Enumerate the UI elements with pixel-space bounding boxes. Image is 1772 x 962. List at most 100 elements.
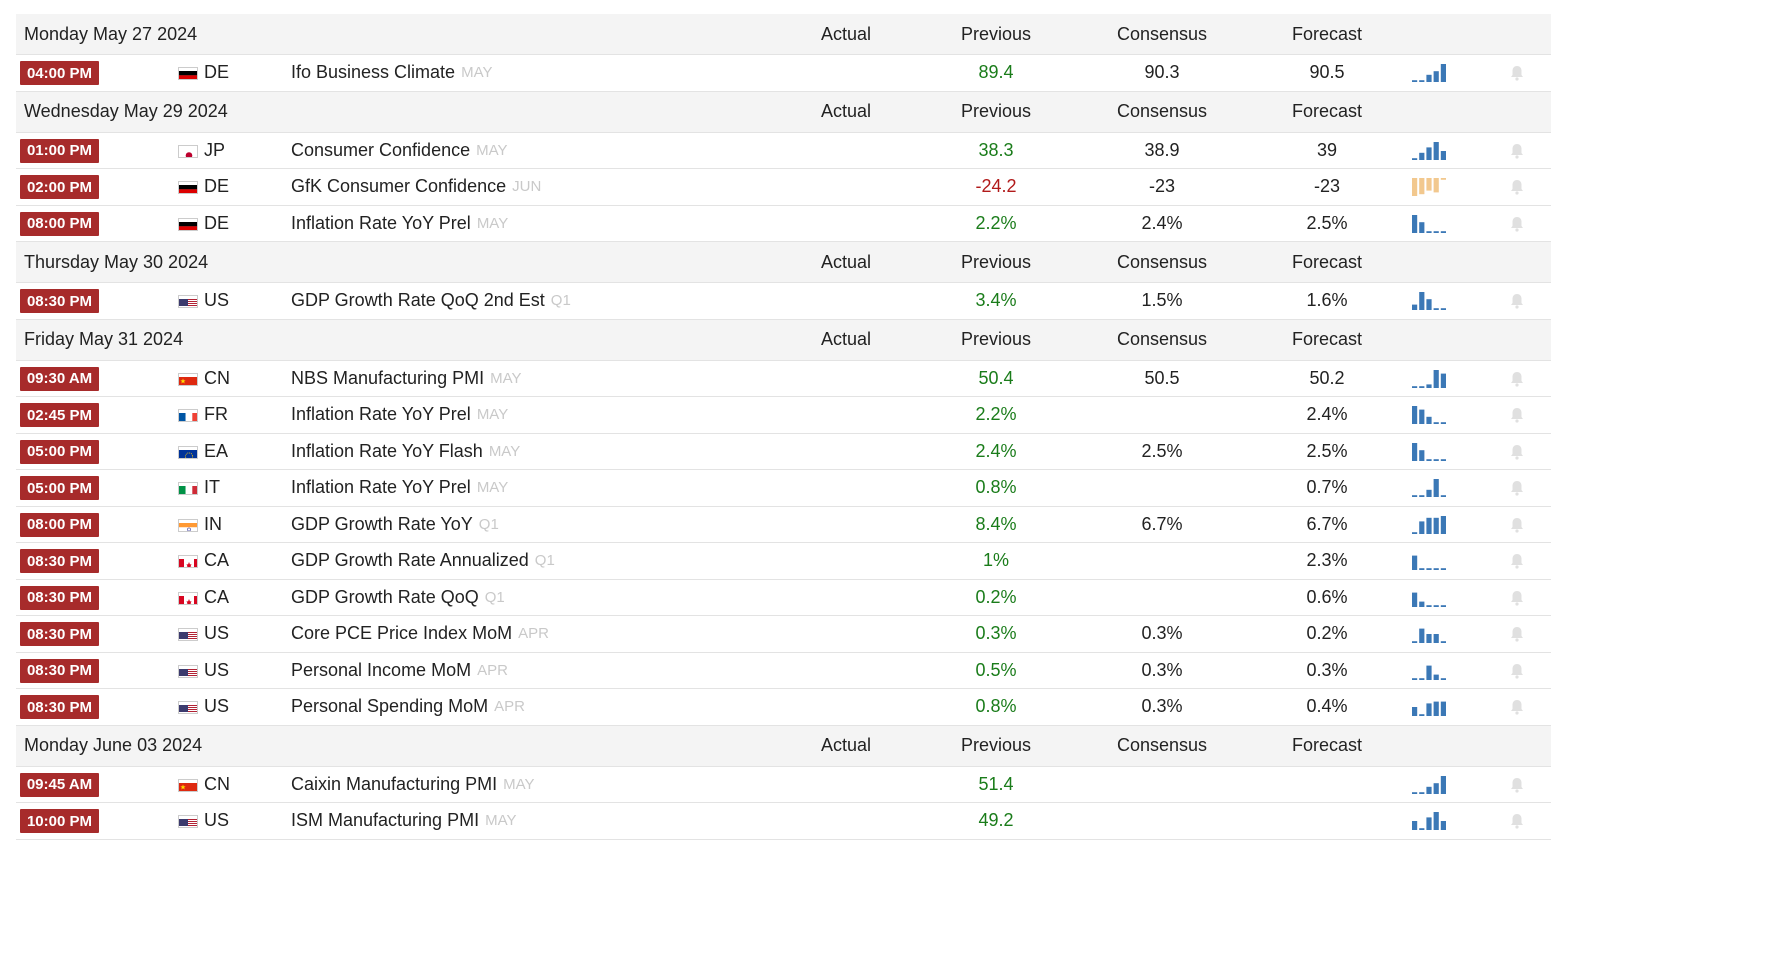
bell-icon[interactable] xyxy=(1508,812,1526,830)
event-time-badge[interactable]: 08:00 PM xyxy=(20,211,99,236)
bell-icon[interactable] xyxy=(1508,625,1526,643)
country-code[interactable]: CN xyxy=(204,773,230,794)
event-name-link[interactable]: Inflation Rate YoY Prel MAY xyxy=(291,206,508,242)
sparkline-chart-icon[interactable] xyxy=(1412,588,1448,608)
bell-icon[interactable] xyxy=(1508,662,1526,680)
event-time-badge[interactable]: 02:45 PM xyxy=(20,403,99,427)
event-row[interactable]: 05:00 PM EA Inflation Rate YoY Flash MAY 2.4… xyxy=(16,433,1551,470)
bell-icon[interactable] xyxy=(1508,215,1526,233)
sparkline-chart-icon[interactable] xyxy=(1412,775,1448,795)
country-code[interactable]: US xyxy=(204,290,230,311)
bell-icon[interactable] xyxy=(1508,370,1526,388)
country-code[interactable]: IT xyxy=(204,477,220,498)
country-code[interactable]: US xyxy=(204,659,230,680)
event-name-link[interactable]: GDP Growth Rate QoQ 2nd Est Q1 xyxy=(291,283,571,319)
event-time-badge[interactable]: 09:30 AM xyxy=(20,366,99,391)
country-code[interactable]: DE xyxy=(204,176,230,197)
country-code[interactable]: DE xyxy=(204,62,230,83)
event-name-link[interactable]: NBS Manufacturing PMI MAY xyxy=(291,361,521,397)
sparkline-chart-icon[interactable] xyxy=(1412,515,1448,535)
event-name[interactable]: GDP Growth Rate YoY xyxy=(291,513,473,534)
event-row[interactable]: 08:30 PM CA GDP Growth Rate Annualized Q1 1%… xyxy=(16,543,1551,580)
event-name[interactable]: GfK Consumer Confidence xyxy=(291,176,507,197)
event-row[interactable]: 08:30 PM US Personal Income MoM APR 0.5% 0.3%… xyxy=(16,652,1551,689)
event-name-link[interactable]: Inflation Rate YoY Prel MAY xyxy=(291,397,508,433)
event-name[interactable]: Inflation Rate YoY Prel xyxy=(291,404,471,425)
country-code[interactable]: CN xyxy=(204,367,230,388)
country-code[interactable]: CA xyxy=(204,550,230,571)
sparkline-chart-icon[interactable] xyxy=(1412,141,1448,161)
event-time-badge[interactable]: 08:30 PM xyxy=(20,695,99,719)
sparkline-chart-icon[interactable] xyxy=(1412,177,1448,197)
country-code[interactable]: US xyxy=(204,623,230,644)
sparkline-chart-icon[interactable] xyxy=(1412,551,1448,571)
event-row[interactable]: 02:45 PM FR Inflation Rate YoY Prel MAY 2.2%… xyxy=(16,397,1551,434)
bell-icon[interactable] xyxy=(1508,776,1526,794)
event-time-badge[interactable]: 01:00 PM xyxy=(20,138,99,163)
bell-icon[interactable] xyxy=(1508,292,1526,310)
event-name[interactable]: Inflation Rate YoY Flash xyxy=(291,440,483,461)
event-row[interactable]: 09:30 AM CN NBS Manufacturing PMI MAY 50.4 50… xyxy=(16,360,1551,397)
bell-icon[interactable] xyxy=(1508,406,1526,424)
event-name-link[interactable]: Inflation Rate YoY Prel MAY xyxy=(291,470,508,506)
event-time-badge[interactable]: 08:30 PM xyxy=(20,289,99,313)
event-name[interactable]: GDP Growth Rate QoQ xyxy=(291,586,479,607)
bell-icon[interactable] xyxy=(1508,589,1526,607)
event-name[interactable]: GDP Growth Rate Annualized xyxy=(291,550,529,571)
event-row[interactable]: 08:30 PM US Personal Spending MoM APR 0.8% 0.… xyxy=(16,689,1551,726)
event-name-link[interactable]: Caixin Manufacturing PMI MAY xyxy=(291,767,535,803)
event-name-link[interactable]: Core PCE Price Index MoM APR xyxy=(291,616,549,652)
sparkline-chart-icon[interactable] xyxy=(1412,63,1448,83)
event-name-link[interactable]: Inflation Rate YoY Flash MAY xyxy=(291,434,520,470)
event-row[interactable]: 08:30 PM US Core PCE Price Index MoM APR 0.3… xyxy=(16,616,1551,653)
event-name[interactable]: Caixin Manufacturing PMI xyxy=(291,773,498,794)
event-name-link[interactable]: Personal Income MoM APR xyxy=(291,653,508,689)
event-name[interactable]: Core PCE Price Index MoM xyxy=(291,623,513,644)
bell-icon[interactable] xyxy=(1508,178,1526,196)
event-name[interactable]: GDP Growth Rate QoQ 2nd Est xyxy=(291,290,545,311)
country-code[interactable]: CA xyxy=(204,586,230,607)
event-row[interactable]: 09:45 AM CN Caixin Manufacturing PMI MAY 51.… xyxy=(16,766,1551,803)
sparkline-chart-icon[interactable] xyxy=(1412,624,1448,644)
event-time-badge[interactable]: 04:00 PM xyxy=(20,61,99,85)
bell-icon[interactable] xyxy=(1508,516,1526,534)
country-code[interactable]: US xyxy=(204,810,230,831)
sparkline-chart-icon[interactable] xyxy=(1412,369,1448,389)
event-row[interactable]: 08:30 PM CA GDP Growth Rate QoQ Q1 0.2% 0.6% xyxy=(16,579,1551,616)
event-name-link[interactable]: Personal Spending MoM APR xyxy=(291,689,525,725)
event-name-link[interactable]: Ifo Business Climate MAY xyxy=(291,55,492,91)
event-time-badge[interactable]: 08:30 PM xyxy=(20,658,99,683)
sparkline-chart-icon[interactable] xyxy=(1412,291,1448,311)
event-time-badge[interactable]: 08:30 PM xyxy=(20,585,99,610)
event-name-link[interactable]: GDP Growth Rate YoY Q1 xyxy=(291,507,499,543)
event-name-link[interactable]: Consumer Confidence MAY xyxy=(291,133,508,169)
sparkline-chart-icon[interactable] xyxy=(1412,661,1448,681)
event-row[interactable]: 08:30 PM US GDP Growth Rate QoQ 2nd Est Q1 3… xyxy=(16,283,1551,320)
sparkline-chart-icon[interactable] xyxy=(1412,214,1448,234)
event-time-badge[interactable]: 09:45 AM xyxy=(20,772,99,797)
event-row[interactable]: 04:00 PM DE Ifo Business Climate MAY 89.4 90.… xyxy=(16,55,1551,92)
bell-icon[interactable] xyxy=(1508,142,1526,160)
country-code[interactable]: IN xyxy=(204,513,222,534)
bell-icon[interactable] xyxy=(1508,443,1526,461)
country-code[interactable]: US xyxy=(204,696,230,717)
event-time-badge[interactable]: 08:00 PM xyxy=(20,512,99,537)
event-row[interactable]: 02:00 PM DE GfK Consumer Confidence JUN -24.… xyxy=(16,169,1551,206)
country-code[interactable]: DE xyxy=(204,212,230,233)
event-name-link[interactable]: GDP Growth Rate QoQ Q1 xyxy=(291,580,505,616)
event-row[interactable]: 10:00 PM US ISM Manufacturing PMI MAY 49.2 xyxy=(16,803,1551,840)
event-time-badge[interactable]: 08:30 PM xyxy=(20,622,99,646)
sparkline-chart-icon[interactable] xyxy=(1412,811,1448,831)
event-name[interactable]: Ifo Business Climate xyxy=(291,62,456,83)
event-name[interactable]: Consumer Confidence xyxy=(291,139,471,160)
sparkline-chart-icon[interactable] xyxy=(1412,697,1448,717)
sparkline-chart-icon[interactable] xyxy=(1412,442,1448,462)
event-name[interactable]: NBS Manufacturing PMI xyxy=(291,367,485,388)
event-time-badge[interactable]: 05:00 PM xyxy=(20,476,99,500)
country-code[interactable]: FR xyxy=(204,404,228,425)
event-name[interactable]: Inflation Rate YoY Prel xyxy=(291,212,471,233)
event-time-badge[interactable]: 08:30 PM xyxy=(20,549,99,573)
event-name-link[interactable]: GDP Growth Rate Annualized Q1 xyxy=(291,543,555,579)
event-name-link[interactable]: ISM Manufacturing PMI MAY xyxy=(291,803,516,839)
event-row[interactable]: 01:00 PM JP Consumer Confidence MAY 38.3 38.9… xyxy=(16,132,1551,169)
